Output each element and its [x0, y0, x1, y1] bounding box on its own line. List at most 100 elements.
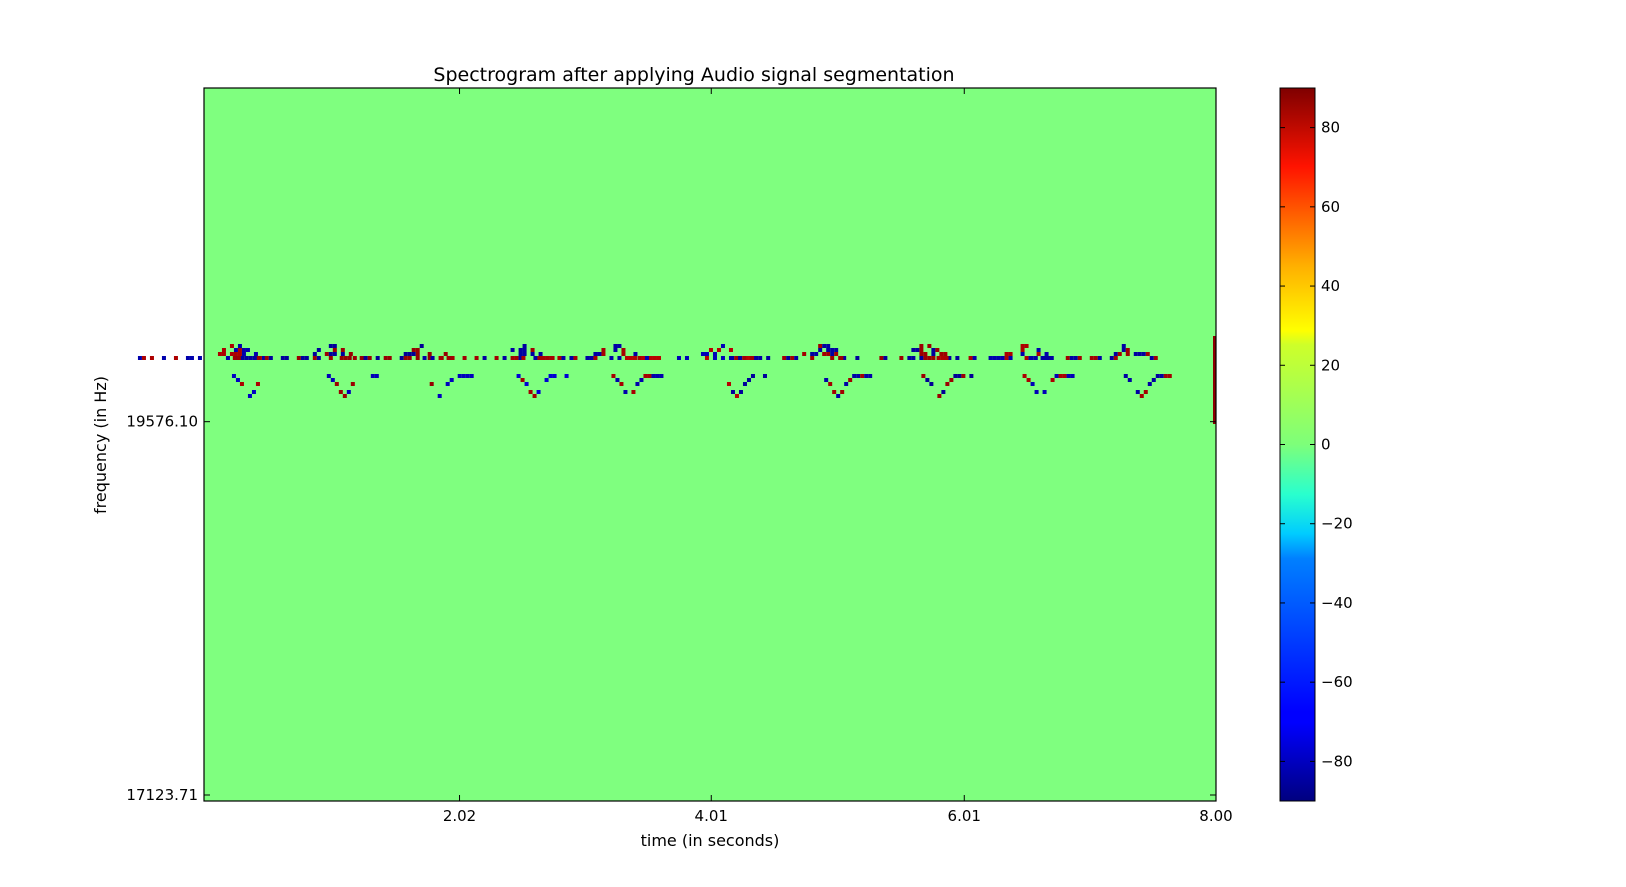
heatmap-cell [944, 356, 949, 360]
heatmap-cell [217, 352, 222, 356]
heatmap-cell [225, 356, 230, 360]
heatmap-cell [919, 356, 924, 360]
heatmap-cell [860, 374, 865, 378]
heatmap-cell [280, 356, 285, 360]
heatmap-cell [510, 348, 515, 352]
heatmap-cell [340, 352, 345, 356]
heatmap-cell [502, 356, 507, 360]
heatmap-cell [883, 356, 888, 360]
heatmap-cell [300, 356, 305, 360]
heatmap-cell [968, 356, 973, 360]
heatmap-cell [407, 356, 412, 360]
heatmap-cell [1044, 352, 1049, 356]
heatmap-cell [593, 356, 598, 360]
heatmap-cell [758, 356, 763, 360]
heatmap-cell [342, 394, 347, 398]
heatmap-cell [332, 348, 337, 352]
colorbar: 80 60 40 20 0 −20 −40 −60 −80 [1279, 87, 1353, 802]
heatmap-cell [708, 348, 713, 352]
heatmap-cell [750, 356, 755, 360]
heatmap-cell [921, 374, 926, 378]
heatmap-cell [953, 374, 958, 378]
heatmap-cell [742, 356, 747, 360]
heatmap-cell [730, 356, 735, 360]
plot-area [137, 87, 1217, 802]
heatmap-cell [911, 348, 916, 352]
heatmap-cell [189, 356, 194, 360]
heatmap-cell [601, 348, 606, 352]
heatmap-cell [830, 348, 835, 352]
y-axis-label: frequency (in Hz) [91, 376, 110, 514]
heatmap-cell [1036, 352, 1041, 356]
heatmap-cell [415, 352, 420, 356]
heatmap-cell [734, 394, 739, 398]
heatmap-cell [1004, 352, 1009, 356]
heatmap-cell [1135, 390, 1140, 394]
heatmap-cell [754, 356, 759, 360]
heatmap-cell [766, 356, 771, 360]
heatmap-cell [935, 348, 940, 352]
heatmap-cell [786, 356, 791, 360]
heatmap-cell [340, 348, 345, 352]
heatmap-cell [545, 356, 550, 360]
heatmap-cell [231, 374, 236, 378]
heatmap-cell [738, 390, 743, 394]
heatmap-cell [233, 352, 238, 356]
heatmap-cell [1042, 390, 1047, 394]
heatmap-cell [548, 374, 553, 378]
heatmap-cell [221, 348, 226, 352]
heatmap-cell [945, 382, 950, 386]
heatmap-cell [1097, 356, 1102, 360]
heatmap-cell [617, 356, 622, 360]
heatmap-cell [826, 344, 831, 348]
heatmap-cell [1147, 382, 1152, 386]
x-axis-label: time (in seconds) [641, 831, 780, 850]
heatmap-cell [716, 348, 721, 352]
heatmap-cell [1133, 352, 1138, 356]
heatmap-cell [312, 356, 317, 360]
heatmap-cell [1137, 352, 1142, 356]
heatmap-cell [339, 356, 344, 360]
heatmap-cell [810, 352, 815, 356]
heatmap-cell [836, 394, 841, 398]
heatmap-cell [237, 348, 242, 352]
heatmap-cell [744, 356, 749, 360]
heatmap-cell [247, 394, 252, 398]
heatmap-cell [802, 352, 807, 356]
heatmap-cell [530, 348, 535, 352]
heatmap-cell [197, 356, 202, 360]
heatmap-cell [832, 390, 837, 394]
heatmap-cell [1026, 378, 1031, 382]
heatmap-cell [173, 356, 178, 360]
heatmap-cell [256, 356, 261, 360]
heatmap-cell [343, 356, 348, 360]
heatmap-cell [750, 374, 755, 378]
heatmap-cell [609, 356, 614, 360]
heatmap-cell [814, 352, 819, 356]
heatmap-cell [457, 374, 462, 378]
heatmap-cell [419, 344, 424, 348]
heatmap-cell [1117, 352, 1122, 356]
heatmap-cell [1143, 390, 1148, 394]
heatmap-cell [330, 378, 335, 382]
heatmap-cell [937, 394, 942, 398]
heatmap-cell [1029, 356, 1034, 360]
heatmap-cell [264, 356, 269, 360]
heatmap-cell [229, 344, 234, 348]
heatmap-cell [899, 356, 904, 360]
heatmap-cell [518, 352, 523, 356]
heatmap-cell [824, 378, 829, 382]
heatmap-cell [221, 352, 226, 356]
heatmap-cell [988, 356, 993, 360]
y-tick-label: 17123.71 [126, 786, 198, 804]
heatmap-cell [742, 382, 747, 386]
heatmap-cell [510, 356, 515, 360]
heatmap-cell [931, 348, 936, 352]
x-axis: 2.02 4.01 6.01 8.00 [443, 88, 1233, 825]
heatmap-cell [762, 374, 767, 378]
heatmap-cell [644, 356, 649, 360]
heatmap-cell [1020, 344, 1025, 348]
heatmap-cell [621, 348, 626, 352]
heatmap-cell [826, 352, 831, 356]
heatmap-cell [429, 382, 434, 386]
